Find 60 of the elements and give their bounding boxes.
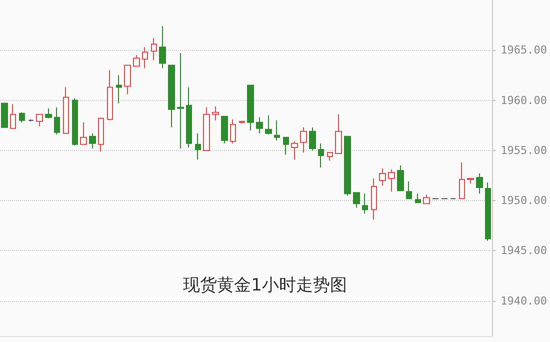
- y-tick-label: 1950.00: [500, 194, 547, 208]
- candlestick: [107, 70, 113, 121]
- candlestick: [318, 142, 324, 168]
- candlestick: [283, 136, 289, 155]
- candlestick: [133, 54, 140, 67]
- candlestick: [309, 126, 316, 151]
- candlestick: [371, 178, 377, 220]
- candlestick: [274, 120, 280, 141]
- candlestick: [98, 116, 104, 152]
- candlestick: [353, 192, 360, 208]
- candlestick: [63, 86, 69, 134]
- candlestick: [203, 106, 210, 151]
- candlestick: [28, 118, 34, 122]
- candlestick: [72, 98, 78, 146]
- candlestick: [186, 86, 192, 148]
- candlestick: [212, 106, 219, 121]
- y-tick-label: 1965.00: [500, 44, 547, 57]
- candlestick: [476, 173, 483, 194]
- candlestick: [406, 181, 412, 200]
- candlestick: [1, 102, 8, 128]
- candlestick: [265, 114, 272, 135]
- candlestick: [195, 132, 201, 160]
- candlestick: [151, 38, 157, 61]
- candlestick: [300, 126, 307, 153]
- candlestick: [388, 169, 395, 192]
- candlestick: [159, 26, 166, 69]
- candlestick: [230, 118, 236, 144]
- candlestick: [415, 193, 421, 204]
- candlestick: [397, 164, 404, 192]
- candlestick: [344, 136, 351, 196]
- candlestick: [45, 108, 52, 119]
- candlestick: [177, 52, 184, 149]
- text: 现货黄金1小时走势图: [183, 276, 347, 296]
- candlestick: [221, 116, 228, 144]
- candlestick: [423, 194, 430, 204]
- candlestick: [379, 168, 386, 186]
- candlestick: [124, 64, 131, 95]
- candlestick: [247, 84, 254, 131]
- candlestick: [80, 122, 87, 145]
- candlestick: [142, 46, 148, 69]
- candlestick: [459, 162, 465, 200]
- y-tick-label: 1960.00: [500, 94, 547, 107]
- candlestick: [335, 114, 342, 154]
- y-tick-label: 1940.00: [500, 294, 547, 308]
- candlestick: [168, 64, 175, 128]
- candlestick: [89, 132, 96, 149]
- candlestick: [485, 182, 491, 242]
- candlestick: [116, 74, 122, 104]
- y-tick-label: 1945.00: [500, 244, 547, 258]
- candlestick: [239, 120, 245, 124]
- candlestick: [327, 152, 333, 161]
- candlestick: [362, 193, 368, 214]
- candlestick: [10, 104, 16, 129]
- candlestick: [19, 112, 25, 123]
- candlestick: [36, 114, 43, 127]
- y-tick-label: 1955.00: [500, 144, 547, 157]
- candlestick: [291, 140, 298, 160]
- candlestick: [256, 116, 263, 134]
- candlestick: [467, 178, 474, 184]
- candlestick: [54, 106, 60, 135]
